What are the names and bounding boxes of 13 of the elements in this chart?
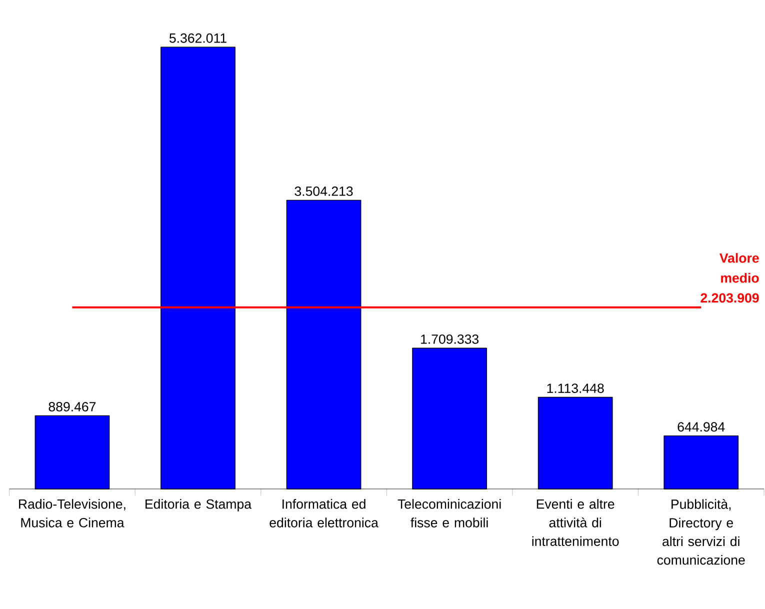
data-label: 889.467: [48, 402, 96, 412]
data-label: 1.709.333: [421, 334, 479, 344]
x-tick-label: Editoria e Stampa: [146, 499, 252, 512]
x-tick-label: Informatica ed editoria elettronica: [270, 499, 378, 528]
data-label: 644.984: [678, 422, 725, 432]
data-label: 1.113.448: [547, 384, 604, 393]
data-label: 5.362.011: [169, 33, 226, 43]
ref-line-label: Valore medio 2.203.909: [700, 253, 759, 303]
x-tick-label: Pubblicità, Directory e altri servizi di comunicazione: [657, 499, 745, 565]
data-label: 3.504.213: [294, 186, 353, 196]
x-tick-label: Telecominicazioni fisse e mobili: [398, 499, 501, 528]
x-tick-label: Eventi e altre attività di intrattenimento: [532, 499, 619, 546]
x-tick-label: Radio-Televisione, Musica e Cinema: [19, 499, 126, 528]
